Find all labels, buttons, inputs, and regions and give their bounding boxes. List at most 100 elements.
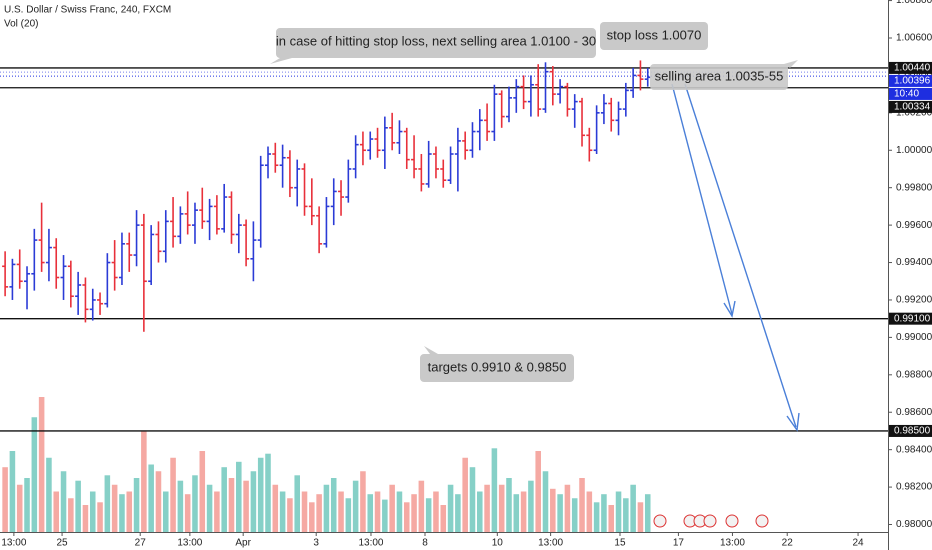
volume-bar — [367, 494, 374, 532]
x-tick-label: 24 — [852, 538, 864, 549]
volume-bar — [352, 480, 359, 532]
volume-bar — [316, 494, 322, 532]
price-label-box — [889, 312, 932, 325]
annotation-text: stop loss 1.0070 — [607, 27, 702, 42]
x-tick-label: 13:00 — [538, 538, 563, 549]
volume-bar — [542, 471, 549, 532]
volume-bar — [455, 494, 461, 532]
y-tick-label: 0.98000 — [896, 519, 932, 530]
x-tick-label: 27 — [135, 538, 147, 549]
volume-bar — [433, 491, 439, 532]
arrow-head — [786, 412, 800, 432]
volume-bar — [535, 451, 541, 532]
event-icons — [653, 514, 769, 528]
volume-bar — [462, 457, 468, 532]
x-tick-label: 25 — [57, 538, 69, 549]
volume-bar — [396, 491, 403, 532]
arrows — [671, 83, 800, 432]
volume-bar — [557, 494, 563, 532]
volume-bar — [2, 467, 8, 532]
volume-bar — [644, 494, 651, 532]
volume-bar — [323, 484, 330, 532]
volume-bar — [60, 471, 67, 532]
volume-bar — [104, 475, 111, 532]
volume-bar — [601, 494, 607, 532]
price-label: 0.98500 — [894, 426, 931, 437]
volume-bar — [24, 478, 30, 532]
volume-bar — [447, 484, 454, 532]
y-tick-label: 0.99600 — [896, 220, 932, 231]
x-tick-label: 13:00 — [1, 538, 26, 549]
volume-bar — [360, 471, 366, 532]
volume-bar — [630, 484, 636, 532]
volume-bar — [155, 471, 162, 532]
volume-title: Vol (20) — [4, 19, 38, 30]
callout: targets 0.9910 & 0.9850 — [420, 346, 574, 382]
callout-box — [420, 346, 574, 382]
volume-bar — [608, 505, 615, 532]
y-tick-label: 0.98800 — [896, 369, 932, 380]
volume-bar — [199, 451, 206, 532]
x-tick-label: 8 — [422, 538, 428, 549]
volume-bar — [46, 457, 52, 532]
volume-bar — [418, 480, 425, 532]
volume-bar — [236, 461, 242, 532]
arrow — [671, 83, 733, 315]
x-tick-label: 13:00 — [177, 538, 202, 549]
volume-bar — [192, 475, 198, 532]
y-tick-label: 0.98200 — [896, 482, 932, 493]
volume-bar — [221, 467, 227, 532]
volume-bar — [16, 484, 23, 532]
volume-bar — [170, 457, 176, 532]
y-tick-label: 0.99000 — [896, 332, 932, 343]
volume-bar — [506, 478, 512, 532]
y-tick-label: 0.99400 — [896, 257, 932, 268]
event-icon — [703, 514, 717, 528]
volume-bar — [403, 502, 410, 532]
volume-bar — [119, 494, 125, 532]
volume-bar — [9, 451, 16, 532]
volume-bar — [162, 491, 169, 532]
volume-bar — [206, 484, 213, 532]
callout: selling area 1.0035-55 — [650, 60, 798, 90]
volume-bar — [177, 480, 184, 532]
volume-bar — [484, 484, 490, 532]
volume-bar — [228, 478, 235, 532]
volume-bar — [330, 478, 337, 532]
volume-bar — [279, 491, 286, 532]
x-tick-label: Apr — [235, 538, 251, 549]
volume-bar — [68, 498, 74, 532]
volume-bar — [528, 480, 534, 532]
x-tick-label: 15 — [614, 538, 626, 549]
x-tick-label: 10 — [492, 538, 504, 549]
callout: in case of hitting stop loss, next selli… — [270, 28, 596, 64]
x-tick-label: 22 — [782, 538, 794, 549]
callout-box — [600, 22, 708, 50]
volume-bar — [272, 484, 279, 532]
annotation-text: selling area 1.0035-55 — [655, 68, 784, 83]
event-icon — [755, 514, 769, 528]
volume-bar — [82, 505, 89, 532]
volume-bar — [53, 491, 60, 532]
annotation-text: in case of hitting stop loss, next selli… — [276, 33, 596, 48]
volume-bar — [111, 484, 118, 532]
price-label-box — [889, 74, 932, 87]
volume-bar — [97, 502, 103, 532]
volume-bar — [520, 491, 527, 532]
price-label: 1.00440 — [894, 63, 931, 74]
volume-bar — [214, 491, 220, 532]
volume-bar — [148, 464, 154, 532]
volume-bar — [345, 498, 352, 532]
volume-bar — [89, 491, 96, 532]
volume-bar — [593, 502, 600, 532]
price-label-box — [889, 100, 932, 113]
price-label: 1.00396 — [894, 76, 931, 87]
arrow-head — [723, 300, 736, 318]
volume-bar — [411, 494, 417, 532]
price-label-box — [889, 61, 932, 74]
volume-bar — [38, 397, 45, 532]
volume-bar — [31, 417, 38, 532]
volume-bar — [250, 471, 257, 532]
volume-bar — [338, 491, 344, 532]
event-icon — [653, 514, 667, 528]
